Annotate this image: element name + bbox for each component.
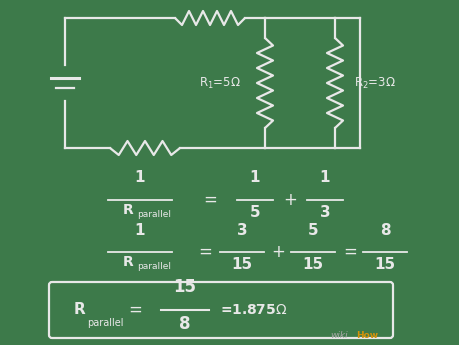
Text: R: R xyxy=(123,255,133,269)
Text: =: = xyxy=(128,301,142,319)
Text: +: + xyxy=(270,243,284,261)
Text: How: How xyxy=(355,331,377,340)
Text: 8: 8 xyxy=(179,315,190,333)
Text: 1: 1 xyxy=(134,170,145,185)
Text: R: R xyxy=(74,303,86,317)
Text: 5: 5 xyxy=(249,205,260,220)
Text: parallel: parallel xyxy=(137,262,171,271)
Text: =1.875$\Omega$: =1.875$\Omega$ xyxy=(219,303,287,317)
Text: R$_1$=5$\Omega$: R$_1$=5$\Omega$ xyxy=(199,76,241,90)
Text: =: = xyxy=(342,243,356,261)
Text: 1: 1 xyxy=(319,170,330,185)
Text: parallel: parallel xyxy=(137,210,171,219)
Text: 5: 5 xyxy=(307,223,318,238)
FancyBboxPatch shape xyxy=(49,282,392,338)
Text: 15: 15 xyxy=(231,257,252,272)
Text: 15: 15 xyxy=(374,257,395,272)
Text: 1: 1 xyxy=(249,170,260,185)
Text: 3: 3 xyxy=(319,205,330,220)
Text: wiki: wiki xyxy=(329,331,347,340)
Text: 1: 1 xyxy=(134,223,145,238)
Text: 15: 15 xyxy=(173,278,196,296)
Text: =: = xyxy=(202,191,217,209)
Text: 8: 8 xyxy=(379,223,390,238)
Text: R: R xyxy=(123,203,133,217)
Text: 15: 15 xyxy=(302,257,323,272)
Text: =: = xyxy=(198,243,212,261)
Text: +: + xyxy=(282,191,297,209)
Text: 3: 3 xyxy=(236,223,247,238)
Text: parallel: parallel xyxy=(87,318,123,328)
Text: R$_2$=3$\Omega$: R$_2$=3$\Omega$ xyxy=(353,76,395,90)
